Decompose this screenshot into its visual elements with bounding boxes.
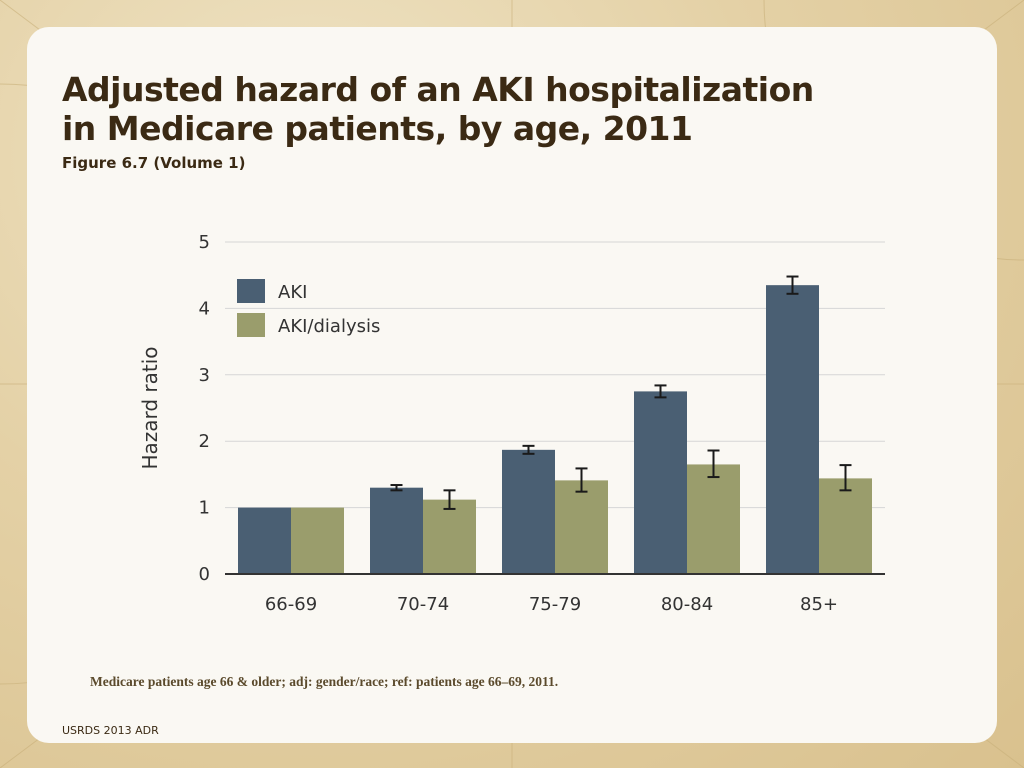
y-tick-label-4: 4 xyxy=(199,298,210,319)
hazard-bar-chart: 0 1 2 3 4 5 Hazard ratio 66-69 70-74 75-79 80-84 85… xyxy=(138,232,885,615)
title-line-1: Adjusted hazard of an AKI hospitalizatio… xyxy=(62,70,814,109)
error-bar-aki-75-79 xyxy=(522,444,535,455)
error-bar-aki-dialysis-70-74 xyxy=(443,489,456,510)
error-bar-aki-70-74 xyxy=(390,484,403,492)
x-tick-label-80-84: 80-84 xyxy=(661,594,713,615)
y-tick-label-5: 5 xyxy=(199,232,210,253)
bar-aki-dialysis-66-69 xyxy=(291,507,344,574)
legend-swatch-aki-dialysis xyxy=(237,313,265,337)
title-line-2: in Medicare patients, by age, 2011 xyxy=(62,109,693,148)
slide-title: Adjusted hazard of an AKI hospitalizatio… xyxy=(62,70,814,148)
bar-aki-70-74 xyxy=(370,487,423,574)
y-axis-label: Hazard ratio xyxy=(138,346,162,469)
slide-card xyxy=(27,27,997,743)
error-bar-aki-80-84 xyxy=(654,384,667,399)
x-tick-label-66-69: 66-69 xyxy=(265,594,317,615)
error-bar-aki-dialysis-85+ xyxy=(839,464,852,492)
bar-aki-dialysis-75-79 xyxy=(555,480,608,574)
y-tick-label-0: 0 xyxy=(199,564,210,585)
bar-aki-66-69 xyxy=(238,507,291,574)
x-tick-label-75-79: 75-79 xyxy=(529,594,581,615)
chart-footnote: Medicare patients age 66 & older; adj: g… xyxy=(90,674,559,689)
bar-aki-75-79 xyxy=(502,449,555,574)
bar-aki-80-84 xyxy=(634,391,687,574)
legend-label-aki-dialysis: AKI/dialysis xyxy=(278,316,380,337)
legend-swatch-aki xyxy=(237,279,265,303)
bar-aki-85+ xyxy=(766,285,819,574)
x-tick-label-85+: 85+ xyxy=(800,594,838,615)
footer-source: USRDS 2013 ADR xyxy=(62,724,159,737)
y-tick-label-2: 2 xyxy=(199,431,210,452)
bar-aki-dialysis-80-84 xyxy=(687,464,740,574)
y-tick-label-1: 1 xyxy=(199,498,210,519)
error-bar-aki-dialysis-80-84 xyxy=(707,449,720,479)
x-tick-label-70-74: 70-74 xyxy=(397,594,449,615)
bar-aki-dialysis-85+ xyxy=(819,478,872,574)
bar-aki-dialysis-70-74 xyxy=(423,499,476,574)
legend-label-aki: AKI xyxy=(278,282,307,303)
figure-subtitle: Figure 6.7 (Volume 1) xyxy=(62,154,246,172)
error-bar-aki-dialysis-75-79 xyxy=(575,467,588,493)
error-bar-aki-85+ xyxy=(786,275,799,295)
y-tick-label-3: 3 xyxy=(199,365,210,386)
